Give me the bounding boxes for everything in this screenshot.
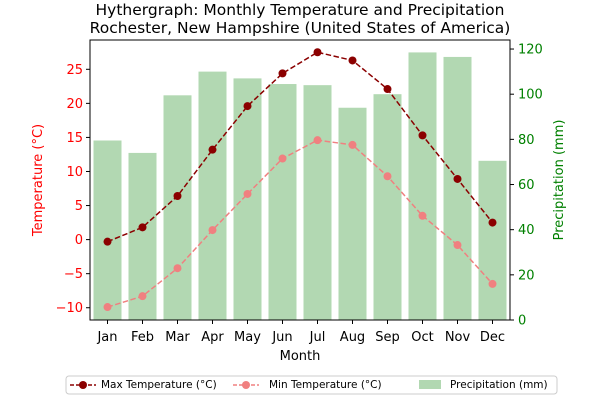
min-temperature-point-jun <box>278 154 287 163</box>
precipitation-bar-jan <box>93 140 122 320</box>
min-temperature-point-jul <box>313 136 322 145</box>
x-tick-label-mar: Mar <box>165 330 190 345</box>
legend-min-marker <box>242 381 250 389</box>
x-tick-label-jul: Jul <box>309 330 326 345</box>
right-axis: 0 20 40 60 80 100 120 <box>510 43 543 329</box>
min-temperature-point-aug <box>348 140 357 149</box>
precipitation-bars <box>93 52 507 321</box>
x-tick-label-apr: Apr <box>201 330 224 345</box>
x-tick-label-may: May <box>234 330 261 345</box>
left-axis: −10 −5 0 5 10 15 20 25 <box>56 63 90 316</box>
left-tick-label: 0 <box>75 233 83 248</box>
precipitation-bar-jul <box>303 85 332 321</box>
left-tick-label: −10 <box>56 301 83 316</box>
plot-frame <box>89 39 511 321</box>
min-temperature-point-apr <box>208 226 217 235</box>
right-tick-label: 20 <box>518 268 535 283</box>
right-tick-label: 100 <box>518 88 543 103</box>
legend-max-label: Max Temperature (°C) <box>101 379 217 391</box>
max-temperature-point-oct <box>418 131 427 140</box>
min-temperature-point-oct <box>418 211 427 220</box>
max-temperature-point-feb <box>138 223 147 232</box>
legend-precip-swatch <box>419 380 441 389</box>
left-tick-label: 15 <box>66 131 83 146</box>
chart-subtitle: Rochester, New Hampshire (United States … <box>90 19 511 37</box>
min-temperature-point-jan <box>103 303 112 312</box>
right-tick-label: 0 <box>518 314 526 329</box>
max-temperature-point-nov <box>453 174 462 183</box>
precipitation-bar-mar <box>163 95 192 321</box>
x-tick-label-oct: Oct <box>411 330 433 345</box>
x-tick-label-dec: Dec <box>480 330 505 345</box>
max-temperature-point-apr <box>208 145 217 154</box>
max-temperature-point-jul <box>313 48 322 57</box>
left-axis-label: Temperature (°C) <box>31 124 46 237</box>
x-axis: Jan Feb Mar Apr May Jun Jul Aug Sep Oct Nov Dec <box>96 320 505 345</box>
x-tick-label-jan: Jan <box>96 330 117 345</box>
legend-precip-label: Precipitation (mm) <box>450 379 548 391</box>
precipitation-bar-oct <box>408 52 437 321</box>
min-temperature-point-may <box>243 189 252 198</box>
precipitation-bar-may <box>233 78 262 320</box>
min-temperature-point-mar <box>173 264 182 273</box>
x-axis-label: Month <box>280 349 321 364</box>
max-temperature-point-mar <box>173 192 182 201</box>
temperature-lines <box>103 48 497 312</box>
x-tick-label-feb: Feb <box>131 330 154 345</box>
precipitation-bar-dec <box>478 160 507 320</box>
max-temperature-point-jan <box>103 237 112 246</box>
precipitation-bar-apr <box>198 71 227 320</box>
min-temperature-point-sep <box>383 172 392 181</box>
x-tick-label-sep: Sep <box>375 330 400 345</box>
left-tick-label: 10 <box>66 165 83 180</box>
x-tick-label-jun: Jun <box>271 330 292 345</box>
x-tick-label-aug: Aug <box>340 330 365 345</box>
left-tick-label: 25 <box>66 63 83 78</box>
precipitation-bar-aug <box>338 107 367 320</box>
right-tick-label: 120 <box>518 43 543 58</box>
legend-min-label: Min Temperature (°C) <box>269 379 382 391</box>
right-tick-label: 60 <box>518 178 535 193</box>
legend: Max Temperature (°C) Min Temperature (°C… <box>65 375 558 395</box>
precipitation-bar-feb <box>128 152 157 320</box>
min-temperature-line <box>107 139 494 308</box>
precipitation-bar-jun <box>268 84 297 320</box>
right-axis-label: Precipitation (mm) <box>552 120 567 241</box>
left-tick-label: −5 <box>64 267 83 282</box>
max-temperature-point-dec <box>488 218 497 227</box>
precipitation-bar-nov <box>443 56 472 320</box>
max-temperature-point-aug <box>348 56 357 65</box>
chart-title: Hythergraph: Monthly Temperature and Pre… <box>96 1 505 19</box>
max-temperature-point-jun <box>278 69 287 78</box>
x-tick-label-nov: Nov <box>445 330 471 345</box>
max-temperature-point-sep <box>383 85 392 94</box>
min-temperature-point-nov <box>453 241 462 250</box>
precipitation-bar-sep <box>373 94 402 321</box>
right-tick-label: 80 <box>518 133 535 148</box>
min-temperature-point-dec <box>488 279 497 288</box>
left-tick-label: 20 <box>66 97 83 112</box>
min-temperature-point-feb <box>138 292 147 301</box>
legend-max-marker <box>79 381 87 389</box>
left-tick-label: 5 <box>75 199 83 214</box>
max-temperature-line <box>107 51 494 243</box>
max-temperature-point-may <box>243 102 252 111</box>
right-tick-label: 40 <box>518 223 535 238</box>
